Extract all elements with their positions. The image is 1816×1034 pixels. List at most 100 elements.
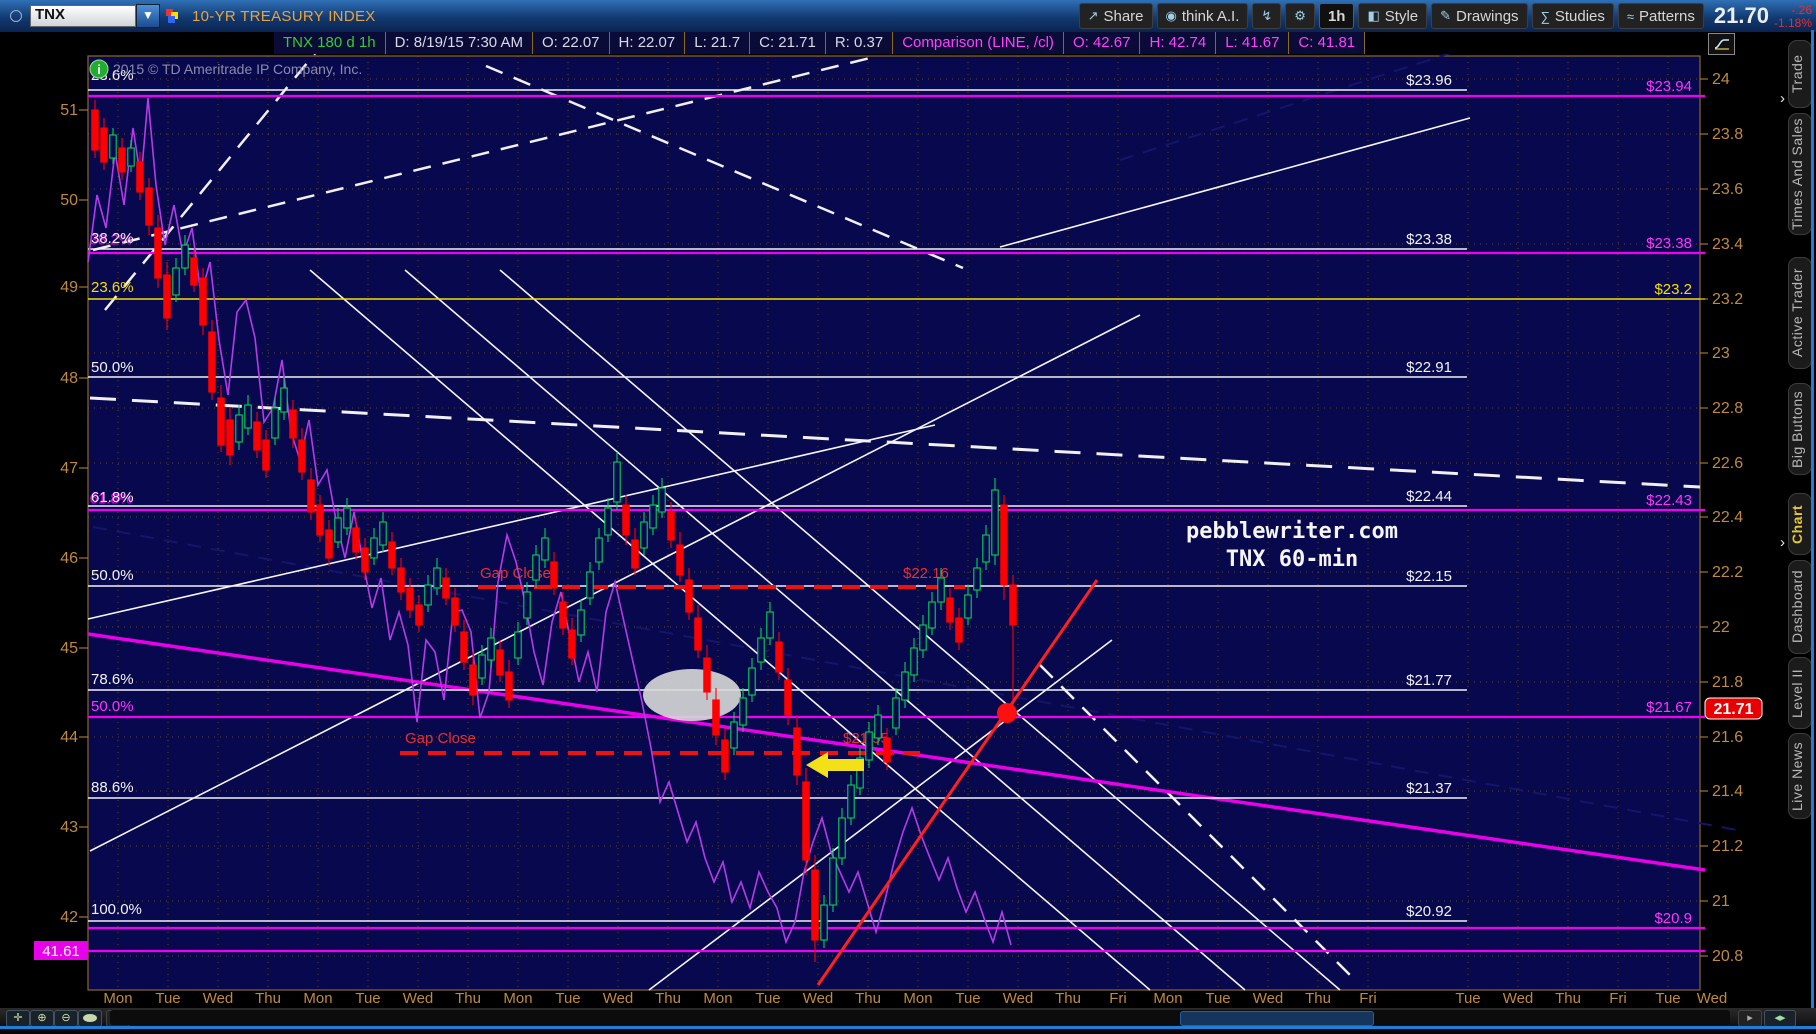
candlestick xyxy=(532,554,540,581)
price-level-label: $22.91 xyxy=(1406,359,1452,376)
candlestick xyxy=(136,161,144,193)
candlestick xyxy=(370,537,378,559)
ohlc-cell: H: 42.74 xyxy=(1140,32,1217,54)
candlestick xyxy=(541,537,549,561)
ohlc-cell: Comparison (LINE, /cl) xyxy=(893,32,1064,54)
candlestick xyxy=(307,479,315,513)
linked-color-squares-icon[interactable] xyxy=(166,8,182,24)
sidebar-notch-icon[interactable]: › xyxy=(1780,534,1785,551)
zoom-out-button[interactable]: ⊖ xyxy=(54,1010,78,1027)
think-ai-button[interactable]: ◉ think A.I. xyxy=(1156,3,1249,29)
candlestick xyxy=(712,699,720,736)
solid-trendline xyxy=(999,117,1471,248)
gap-close-label: Gap Close xyxy=(480,565,551,582)
share-button[interactable]: ↗ Share xyxy=(1078,3,1153,29)
candlestick xyxy=(838,817,846,859)
time-axis-label: Tue xyxy=(955,990,980,1007)
candlestick xyxy=(955,617,963,643)
left-axis-label: 47 xyxy=(60,460,78,477)
sidebar-tab-active-trader[interactable]: Active Trader xyxy=(1788,257,1812,369)
right-axis-label: 24 xyxy=(1712,71,1730,88)
candlestick xyxy=(199,277,207,326)
scroll-right-button[interactable]: ▸ xyxy=(1738,1010,1762,1027)
sidebar-tab-trade[interactable]: Trade xyxy=(1788,40,1812,108)
horizontal-scrollbar[interactable] xyxy=(110,1010,1730,1026)
symbol-dropdown-button[interactable]: ▼ xyxy=(136,4,160,28)
time-axis-label: Tue xyxy=(555,990,580,1007)
fib-label: 88.6% xyxy=(91,779,134,796)
candlestick xyxy=(604,507,612,536)
candlestick xyxy=(496,649,504,676)
info-icon-letter: i xyxy=(97,62,101,77)
candlestick xyxy=(226,419,234,456)
sidebar-tab-live-news[interactable]: Live News xyxy=(1788,733,1812,819)
zoom-in-button[interactable]: ⊕ xyxy=(30,1010,54,1027)
right-axis-label: 23 xyxy=(1712,345,1730,362)
fib-label-shadow: 61.8% xyxy=(90,491,133,508)
candlestick xyxy=(811,869,819,941)
dark-dashed-trendline xyxy=(92,526,1738,831)
scrollbar-thumb[interactable] xyxy=(1180,1011,1374,1026)
sidebar-tab-chart[interactable]: Chart xyxy=(1788,493,1812,555)
ohlc-cell: TNX 180 d 1h xyxy=(274,32,386,54)
time-axis-label: Wed xyxy=(1503,990,1534,1007)
time-axis-label: Mon xyxy=(1153,990,1182,1007)
right-axis-label: 20.8 xyxy=(1712,948,1743,965)
quick-tools-button[interactable]: ↯ xyxy=(1252,3,1282,29)
sidebar-tab-dashboard[interactable]: Dashboard xyxy=(1788,560,1812,654)
right-axis-label: 22.2 xyxy=(1712,564,1743,581)
studies-button[interactable]: ∑ Studies xyxy=(1531,3,1614,29)
fib-label: 50.0% xyxy=(91,359,134,376)
status-dot-icon xyxy=(10,10,22,22)
time-axis-label: Tue xyxy=(355,990,380,1007)
symbol-box: TNX ▼ xyxy=(30,4,160,28)
candlestick xyxy=(100,127,108,163)
curve-icon xyxy=(1714,39,1729,50)
settings-wrench-button[interactable]: ⚙ xyxy=(1285,3,1315,29)
watermark-line2: TNX 60-min xyxy=(1226,547,1358,572)
candlestick xyxy=(1009,584,1017,626)
sidebar-tab-times-and-sales[interactable]: Times And Sales xyxy=(1788,113,1812,235)
symbol-description: 10-YR TREASURY INDEX xyxy=(192,7,376,25)
price-level-label: $23.38 xyxy=(1406,231,1452,248)
timeframe-button[interactable]: 1h xyxy=(1318,3,1355,29)
time-axis-label: Tue xyxy=(1655,990,1680,1007)
ohlc-cell: R: 0.37 xyxy=(826,32,894,54)
comparison-price-badge xyxy=(34,941,88,960)
sidebar-notch-icon[interactable]: › xyxy=(1780,90,1785,107)
sidebar-tab-level-ii[interactable]: Level II xyxy=(1788,657,1812,729)
time-axis-label: Mon xyxy=(103,990,132,1007)
price-level-label: $22.44 xyxy=(1406,488,1452,505)
time-axis-label: Wed xyxy=(1253,990,1284,1007)
change-value: -.26 xyxy=(1791,3,1812,17)
chart-corner-button[interactable] xyxy=(1708,33,1735,55)
sidebar-tab-big-buttons[interactable]: Big Buttons xyxy=(1788,383,1812,475)
style-button[interactable]: ◧ Style xyxy=(1358,3,1428,29)
price-level-label: $22.15 xyxy=(1406,568,1452,585)
fib-label: 50.0% xyxy=(91,567,134,584)
candlestick xyxy=(685,579,693,613)
candlestick xyxy=(901,671,909,701)
patterns-button[interactable]: ≈ Patterns xyxy=(1617,3,1704,29)
candlestick xyxy=(775,641,783,673)
candlestick xyxy=(883,737,891,763)
drawings-button[interactable]: ✎ Drawings xyxy=(1431,3,1528,29)
time-axis-label: Thu xyxy=(855,990,881,1007)
time-axis-label: Wed xyxy=(803,990,834,1007)
price-level-label: $23.96 xyxy=(1406,72,1452,89)
candlestick xyxy=(262,439,270,471)
candlestick xyxy=(523,591,531,619)
oval-tool-button[interactable] xyxy=(78,1010,102,1027)
expand-pan-button[interactable]: ◂▸ xyxy=(1764,1010,1796,1027)
candlestick xyxy=(559,601,567,629)
candlestick xyxy=(613,461,621,503)
candlestick xyxy=(820,904,828,941)
time-axis-label: Mon xyxy=(303,990,332,1007)
candlestick xyxy=(109,134,117,159)
right-axis-label: 22.4 xyxy=(1712,509,1743,526)
pan-crosshair-button[interactable]: ✛ xyxy=(6,1010,30,1027)
symbol-input[interactable]: TNX xyxy=(30,5,136,27)
left-axis-label: 46 xyxy=(60,550,78,567)
